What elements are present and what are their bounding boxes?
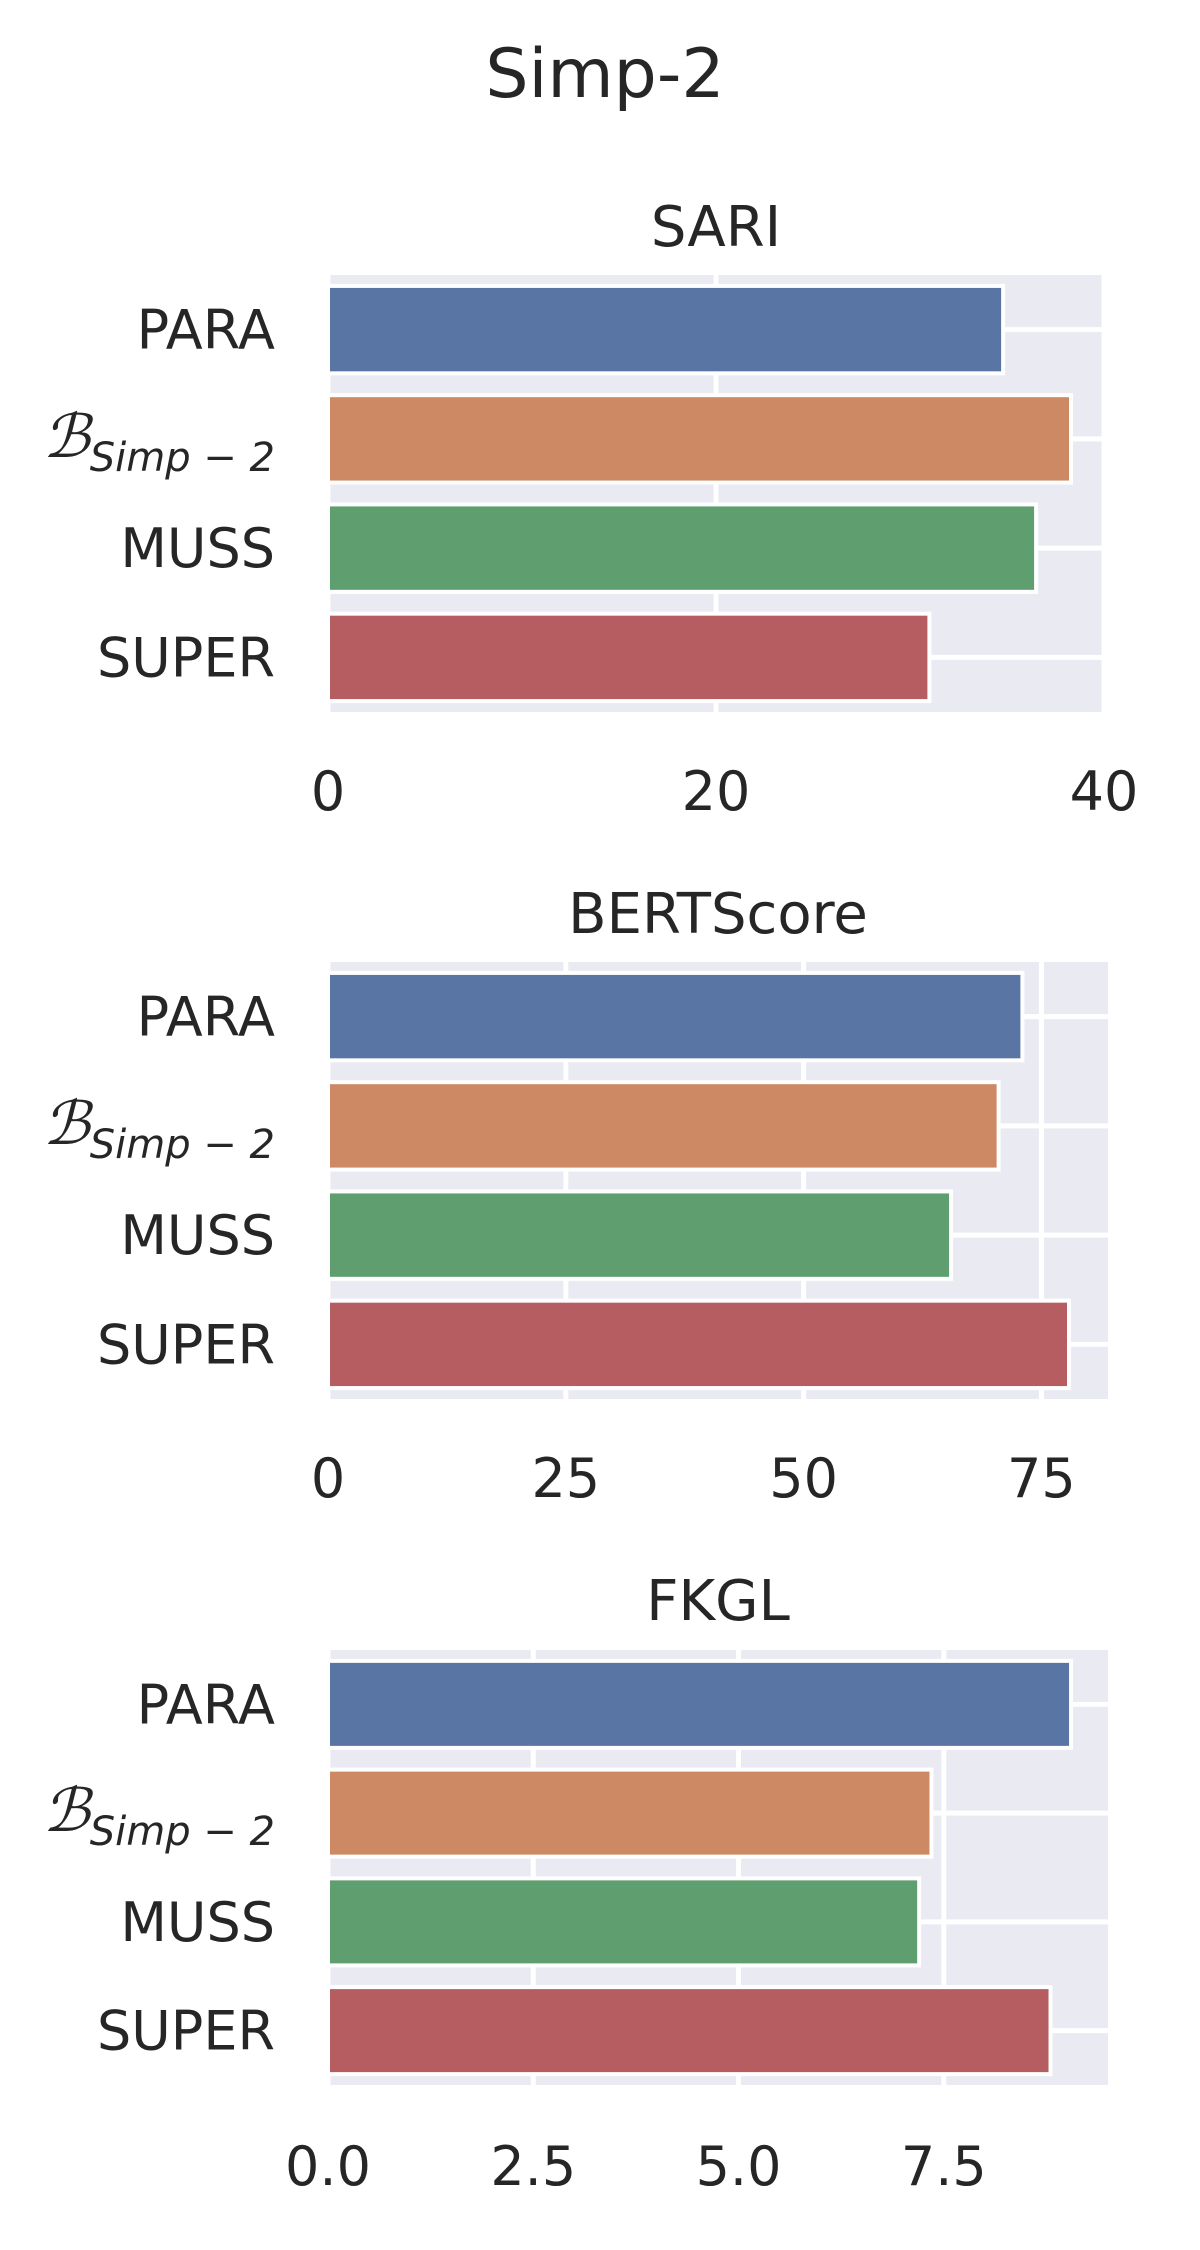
x-tick-label: 0 [311,760,345,823]
bar-sari-0 [326,283,1006,376]
panel-title: FKGL [646,1569,790,1634]
category-label: MUSS [120,1204,275,1267]
category-label: SUPER [97,1313,275,1376]
category-label: PARA [137,1673,275,1736]
bar-sari-3 [326,611,932,704]
x-tick-label: 7.5 [901,2135,987,2198]
category-label: ℬSimp − 2 [43,1089,275,1168]
category-label: ℬSimp − 2 [43,1776,275,1855]
x-tick-label: 20 [682,760,751,823]
x-tick-label: 75 [1007,1447,1076,1510]
bar-fkgl-0 [326,1658,1074,1750]
bar-sari-2 [326,502,1039,594]
panel-fkgl: PARA ℬSimp − 2 MUSS SUPER 0.0 2.5 5.0 7.5 FKGL [43,1569,1108,2198]
bar-bertscore-2 [326,1189,954,1281]
category-label: SUPER [97,626,275,689]
x-tick-label: 25 [531,1447,600,1510]
category-label: PARA [137,299,275,362]
panel-bertscore: PARA ℬSimp − 2 MUSS SUPER 0 25 50 75 BERTScore [43,882,1108,1510]
panel-sari: PARA ℬSimp − 2 MUSS SUPER 0 20 40 SARI [43,195,1139,823]
x-tick-label: 0 [311,1447,345,1510]
panel-title: BERTScore [568,882,868,947]
x-tick-label: 5.0 [696,2135,782,2198]
category-label: PARA [137,986,275,1049]
bar-sari-1 [326,393,1074,485]
bar-bertscore-3 [326,1298,1071,1391]
panel-title: SARI [651,195,781,260]
bar-bertscore-0 [326,970,1025,1063]
bar-bertscore-1 [326,1080,1001,1172]
x-tick-label: 2.5 [490,2135,576,2198]
category-label: MUSS [120,1891,275,1954]
category-label: SUPER [97,2000,275,2063]
x-tick-label: 0.0 [285,2135,371,2198]
bar-fkgl-1 [326,1767,934,1859]
x-tick-label: 50 [769,1447,838,1510]
panels: PARA ℬSimp − 2 MUSS SUPER 0 20 40 SARI PARA ℬSimp… [43,195,1139,2198]
figure-title: Simp-2 [485,35,724,114]
bar-fkgl-2 [326,1876,922,1968]
bar-fkgl-3 [326,1985,1053,2077]
category-label: ℬSimp − 2 [43,402,275,481]
category-label: MUSS [120,517,275,580]
x-tick-label: 40 [1070,760,1139,823]
